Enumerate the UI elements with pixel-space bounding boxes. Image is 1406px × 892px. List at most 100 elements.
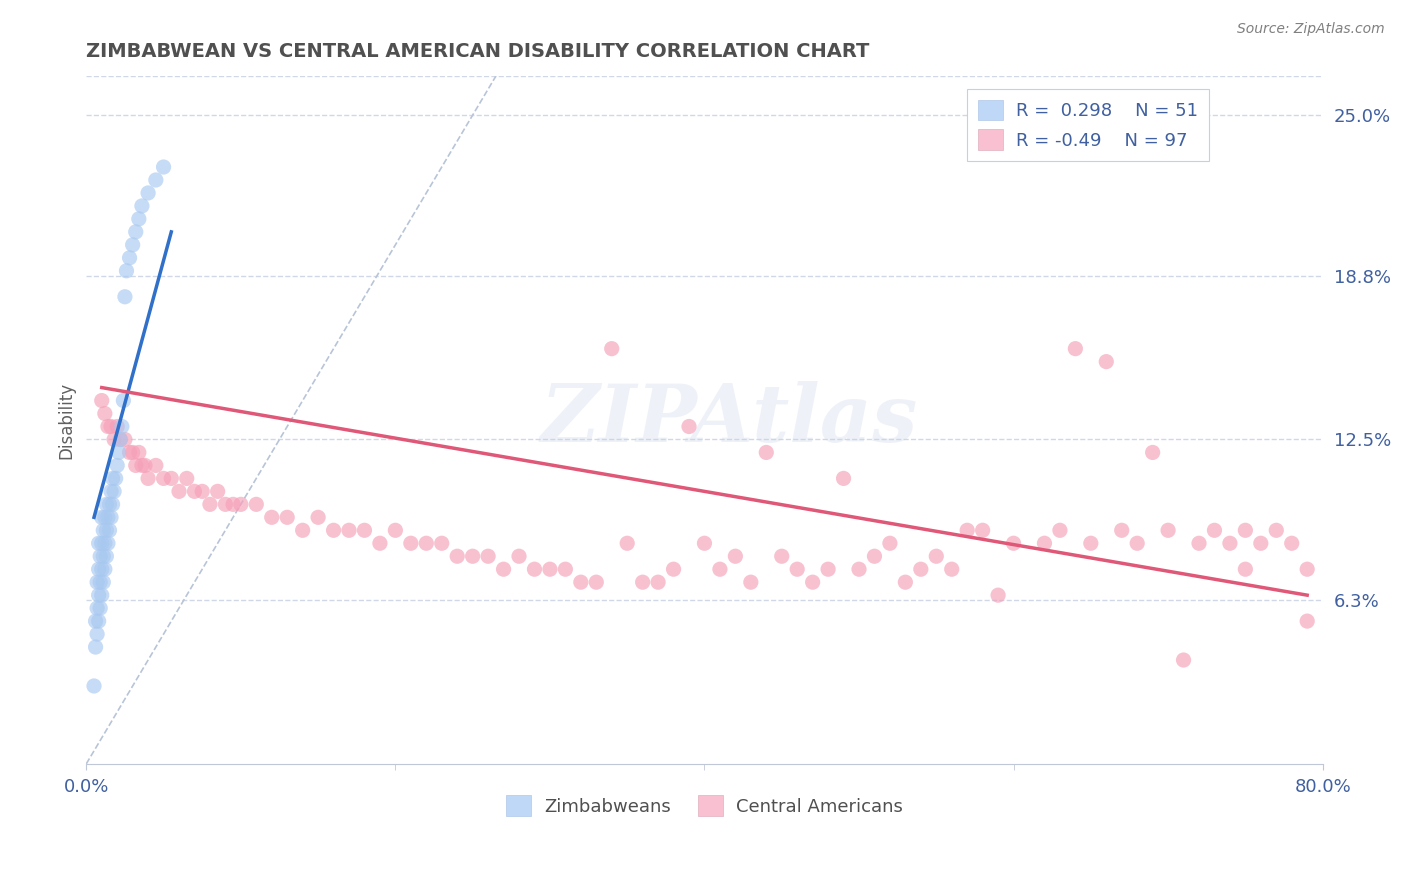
Point xyxy=(207,484,229,499)
Point xyxy=(1095,354,1118,368)
Point xyxy=(96,497,118,511)
Point xyxy=(160,471,183,485)
Point xyxy=(801,575,824,590)
Point xyxy=(198,497,221,511)
Point xyxy=(1234,523,1257,537)
Point xyxy=(523,562,546,576)
Point xyxy=(89,549,111,564)
Point xyxy=(112,393,135,408)
Point xyxy=(1142,445,1164,459)
Point xyxy=(105,458,128,473)
Point xyxy=(91,549,114,564)
Point xyxy=(114,433,136,447)
Point xyxy=(91,523,114,537)
Point xyxy=(1064,342,1087,356)
Point xyxy=(1173,653,1195,667)
Point xyxy=(770,549,793,564)
Point xyxy=(111,419,134,434)
Point xyxy=(97,419,120,434)
Point xyxy=(585,575,607,590)
Point xyxy=(1204,523,1226,537)
Point xyxy=(100,419,122,434)
Point xyxy=(125,458,148,473)
Point xyxy=(90,588,112,602)
Point xyxy=(1126,536,1149,550)
Text: ZIPAtlas: ZIPAtlas xyxy=(540,381,918,458)
Point xyxy=(222,497,245,511)
Legend: Zimbabweans, Central Americans: Zimbabweans, Central Americans xyxy=(499,789,910,823)
Y-axis label: Disability: Disability xyxy=(58,382,75,458)
Point xyxy=(100,484,122,499)
Point xyxy=(115,264,138,278)
Point xyxy=(1250,536,1272,550)
Point xyxy=(678,419,700,434)
Point xyxy=(96,523,118,537)
Point xyxy=(1265,523,1288,537)
Point xyxy=(461,549,484,564)
Point xyxy=(136,471,159,485)
Point xyxy=(97,510,120,524)
Point xyxy=(125,225,148,239)
Point xyxy=(84,640,107,654)
Text: ZIMBABWEAN VS CENTRAL AMERICAN DISABILITY CORRELATION CHART: ZIMBABWEAN VS CENTRAL AMERICAN DISABILIT… xyxy=(86,42,870,61)
Point xyxy=(1080,536,1102,550)
Point xyxy=(121,238,143,252)
Point xyxy=(90,510,112,524)
Point xyxy=(110,433,132,447)
Point xyxy=(616,536,638,550)
Point xyxy=(96,549,118,564)
Point xyxy=(1188,536,1211,550)
Point xyxy=(176,471,198,485)
Point xyxy=(1002,536,1025,550)
Point xyxy=(477,549,499,564)
Point xyxy=(1111,523,1133,537)
Point xyxy=(86,575,108,590)
Point xyxy=(118,445,141,459)
Point xyxy=(600,342,623,356)
Point xyxy=(322,523,344,537)
Point xyxy=(399,536,422,550)
Point xyxy=(114,290,136,304)
Point xyxy=(128,445,150,459)
Point xyxy=(1049,523,1071,537)
Point xyxy=(100,510,122,524)
Point xyxy=(90,536,112,550)
Point xyxy=(152,471,174,485)
Point xyxy=(191,484,214,499)
Point xyxy=(87,614,110,628)
Point xyxy=(97,536,120,550)
Point xyxy=(167,484,190,499)
Point xyxy=(101,471,124,485)
Point xyxy=(910,562,932,576)
Point xyxy=(941,562,963,576)
Point xyxy=(101,497,124,511)
Point xyxy=(91,575,114,590)
Point xyxy=(1296,562,1319,576)
Point xyxy=(415,536,437,550)
Point xyxy=(98,497,121,511)
Point xyxy=(307,510,329,524)
Point xyxy=(183,484,205,499)
Point xyxy=(863,549,886,564)
Point xyxy=(152,160,174,174)
Point xyxy=(110,433,132,447)
Point xyxy=(1219,536,1241,550)
Point xyxy=(446,549,468,564)
Point xyxy=(291,523,314,537)
Point xyxy=(508,549,530,564)
Point xyxy=(430,536,453,550)
Point xyxy=(87,536,110,550)
Point xyxy=(276,510,298,524)
Point xyxy=(631,575,654,590)
Point xyxy=(84,614,107,628)
Point xyxy=(554,562,576,576)
Point xyxy=(894,575,917,590)
Point xyxy=(83,679,105,693)
Point xyxy=(848,562,870,576)
Point xyxy=(131,199,153,213)
Point xyxy=(107,445,129,459)
Point xyxy=(1157,523,1180,537)
Point xyxy=(1234,562,1257,576)
Point xyxy=(817,562,839,576)
Point xyxy=(786,562,808,576)
